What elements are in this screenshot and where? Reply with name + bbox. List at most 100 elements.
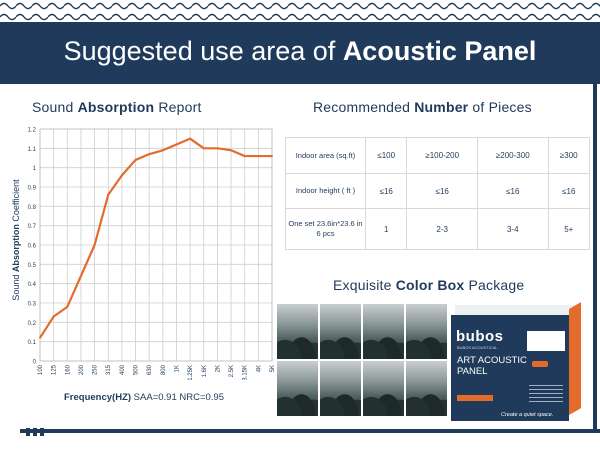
y-tick-label: 0.8 <box>28 205 37 211</box>
x-tick-label: 630 <box>147 364 153 375</box>
forest-panel-image <box>277 304 447 416</box>
box-info-label <box>527 331 565 351</box>
decorative-wave-pattern <box>0 0 600 22</box>
box-product-title: ART ACOUSTIC PANEL <box>457 355 527 377</box>
box-badge <box>532 361 548 367</box>
panel-tile <box>406 304 447 359</box>
data-point <box>216 147 219 150</box>
plot-frame <box>39 128 273 362</box>
absorption-series <box>39 137 273 339</box>
y-tick-label: 0.4 <box>28 282 37 288</box>
report-heading: Sound Absorption Report <box>32 99 202 115</box>
y-tick-label: 0.5 <box>28 263 37 269</box>
x-tick-label: 250 <box>93 364 99 375</box>
x-tick-label: 315 <box>106 364 112 375</box>
y-axis-label: Sound Absorption Coefficient <box>11 179 21 301</box>
x-tick-label: 3.15K <box>243 365 249 380</box>
x-tick-label: 400 <box>120 364 126 375</box>
box-side-face <box>569 302 581 415</box>
x-tick-label: 500 <box>134 364 140 375</box>
wave-pattern-graphic <box>0 0 600 22</box>
package-heading: Exquisite Color Box Package <box>333 277 525 293</box>
right-border <box>593 84 597 430</box>
box-top-face <box>455 305 579 317</box>
table-cell: ≤100 <box>364 137 408 174</box>
color-box-package-image: bubos BUBOS ACOUSTICAL ART ACOUSTIC PANE… <box>451 302 584 421</box>
y-tick-label: 0.3 <box>28 302 37 308</box>
y-tick-label: 1.2 <box>28 128 37 134</box>
data-point <box>120 174 123 177</box>
bottom-border <box>20 429 600 433</box>
y-tick-label: 0.6 <box>28 244 37 250</box>
table-row: Indoor height ( ft ) ≤16 ≤16 ≤16 ≤16 <box>285 173 591 209</box>
chart-grid <box>39 128 273 362</box>
y-tick-label: 1 <box>33 166 37 172</box>
data-point <box>189 137 192 140</box>
x-tick-label: 200 <box>79 364 85 375</box>
panel-tile <box>363 304 404 359</box>
y-tick-label: 0 <box>33 360 37 366</box>
data-point <box>107 193 110 196</box>
row-header: One set 23.6in*23.6 in 6 pcs <box>285 208 366 250</box>
box-brand-subtitle: BUBOS ACOUSTICAL <box>457 345 498 350</box>
x-tick-label: 1.25K <box>188 365 194 380</box>
data-point <box>230 149 232 152</box>
x-tick-label: 4K <box>256 365 262 372</box>
table-row: Indoor area (sq.ft) ≤100 ≥100-200 ≥200-3… <box>285 137 591 174</box>
x-tick-label: 160 <box>65 364 71 375</box>
data-point <box>93 244 96 246</box>
y-tick-label: 1.1 <box>28 147 37 153</box>
panel-tile <box>406 361 447 416</box>
table-cell: ≥200-300 <box>476 137 549 174</box>
table-cell: 3-4 <box>476 208 549 250</box>
frequency-caption: Frequency(HZ) SAA=0.91 NRC=0.95 <box>64 392 224 403</box>
x-tick-label: 1K <box>174 365 180 372</box>
left-margin <box>0 84 22 430</box>
data-point <box>202 147 205 150</box>
data-point <box>243 155 246 157</box>
x-tick-label: 2.5K <box>229 365 235 377</box>
box-spec-lines <box>529 385 563 405</box>
y-axis-ticks: 0 0.1 0.2 0.3 0.4 0.5 0.6 0.7 0.8 0.9 1 1.1 1.2 <box>28 128 37 366</box>
table-cell: ≤16 <box>547 173 591 209</box>
page-title: Suggested use area of Acoustic Panel <box>0 36 600 67</box>
table-cell: 2-3 <box>406 208 478 250</box>
x-tick-label: 800 <box>161 364 167 375</box>
data-point <box>66 305 69 308</box>
y-tick-label: 0.1 <box>28 340 37 346</box>
table-cell: ≤16 <box>406 173 478 209</box>
page-title-bold: Acoustic Panel <box>342 36 537 66</box>
panel-tile <box>277 361 318 416</box>
data-point <box>80 275 82 277</box>
box-front-face: bubos BUBOS ACOUSTICAL ART ACOUSTIC PANE… <box>451 315 569 421</box>
y-tick-label: 0.9 <box>28 186 37 192</box>
data-point <box>52 315 55 318</box>
row-header: Indoor height ( ft ) <box>285 173 366 209</box>
box-orange-tag <box>457 395 493 401</box>
table-cell: ≤16 <box>364 173 408 209</box>
absorption-chart: 00.10.20.30.40.50.60.70.80.911.11.2 100 1… <box>11 128 276 381</box>
data-point <box>175 143 178 146</box>
bottom-dots-decoration <box>26 428 44 436</box>
data-point <box>148 153 151 156</box>
table-cell: 1 <box>364 208 408 250</box>
data-point <box>39 336 41 339</box>
x-tick-label: 5K <box>270 365 276 372</box>
table-cell: ≥300 <box>547 137 591 174</box>
x-tick-label: 2K <box>215 365 221 372</box>
panel-tile <box>277 304 318 359</box>
x-tick-label: 1.6K <box>202 365 208 377</box>
y-tick-label: 0.2 <box>28 321 37 327</box>
y-tick-label: 0.7 <box>28 224 37 230</box>
pieces-heading: Recommended Number of Pieces <box>313 99 532 115</box>
pieces-table: Indoor area (sq.ft) ≤100 ≥100-200 ≥200-3… <box>285 137 591 250</box>
data-point <box>271 155 273 157</box>
data-point <box>161 149 164 152</box>
table-cell: ≤16 <box>476 173 549 209</box>
table-cell: ≥100-200 <box>406 137 478 174</box>
title-banner: Suggested use area of Acoustic Panel <box>0 22 600 84</box>
x-axis-ticks: 100 125 160 200 250 315 400 500 630 800 1K 1.25K 1.6… <box>38 364 276 380</box>
panel-tile <box>363 361 404 416</box>
panel-tile <box>320 361 361 416</box>
table-row: One set 23.6in*23.6 in 6 pcs 1 2-3 3-4 5… <box>285 208 591 250</box>
